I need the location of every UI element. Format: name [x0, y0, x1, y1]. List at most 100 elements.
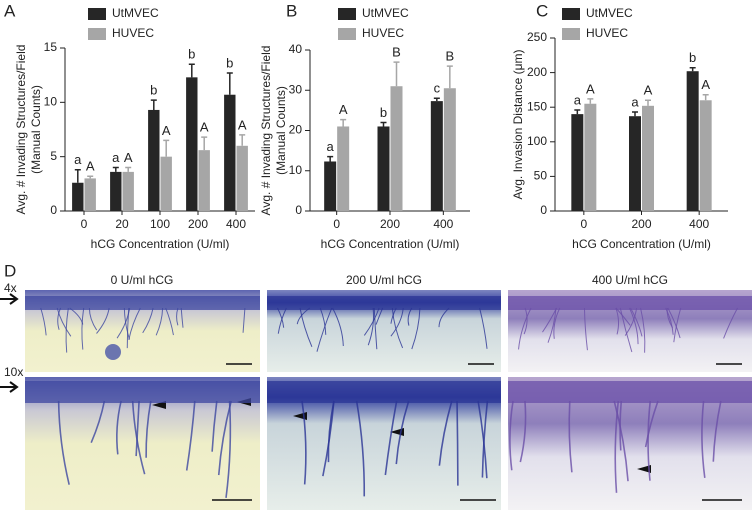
significance-letter: b — [188, 47, 195, 62]
y-tick-label: 150 — [527, 99, 547, 113]
sprout — [519, 400, 527, 463]
sprout — [615, 307, 620, 335]
sprout — [391, 307, 404, 349]
bar — [571, 114, 584, 211]
panel-label: B — [286, 1, 297, 20]
sprout — [90, 400, 106, 443]
sprout — [628, 307, 639, 345]
sprout — [355, 400, 366, 497]
sprout — [242, 307, 246, 333]
bar — [642, 105, 654, 211]
bar — [377, 126, 390, 211]
sprout — [667, 307, 681, 339]
bar — [686, 71, 699, 211]
sprout — [319, 307, 327, 335]
significance-letter: b — [226, 55, 233, 70]
legend-swatch — [338, 28, 356, 40]
y-tick-label: 10 — [44, 95, 58, 109]
y-axis-label: Avg. Invasion Distance (μm) — [511, 49, 525, 199]
sprout — [316, 307, 333, 352]
legend-swatch — [88, 28, 106, 40]
sprout — [128, 307, 141, 340]
x-tick-label: 20 — [115, 217, 129, 231]
sprout — [411, 307, 421, 350]
column-label: 200 U/ml hCG — [346, 273, 422, 287]
y-tick-label: 20 — [289, 123, 303, 137]
legend-swatch — [562, 28, 580, 40]
legend-swatch — [338, 8, 356, 20]
significance-letter: B — [392, 45, 401, 60]
sprout — [57, 400, 70, 485]
sprout — [384, 400, 398, 476]
y-tick-label: 5 — [50, 149, 57, 163]
y-axis-label: Avg. # Invading Structures/Field — [14, 45, 28, 215]
significance-letter: B — [445, 49, 454, 64]
panel-label: D — [4, 261, 16, 280]
sprout — [65, 307, 69, 353]
y-axis-label: (Manual Counts) — [274, 86, 288, 175]
sprout — [647, 400, 652, 481]
error-bar — [74, 168, 81, 183]
sprout — [40, 307, 47, 336]
sprout — [96, 307, 110, 334]
sprout — [523, 307, 528, 335]
panel-label: C — [536, 1, 548, 20]
legend-label: UtMVEC — [112, 6, 159, 20]
significance-letter: b — [150, 83, 157, 98]
error-bar — [125, 166, 132, 172]
sprout — [479, 307, 488, 349]
sprout — [553, 307, 561, 339]
sprout — [56, 307, 72, 337]
y-axis-label: (Manual Counts) — [29, 85, 43, 174]
sprout — [185, 400, 196, 471]
x-axis-label: hCG Concentration (U/ml) — [572, 237, 711, 251]
x-axis-label: hCG Concentration (U/ml) — [321, 237, 460, 251]
y-tick-label: 15 — [44, 40, 58, 54]
scale-bars — [212, 363, 742, 501]
x-tick-label: 200 — [380, 217, 400, 231]
significance-letter: A — [238, 117, 247, 132]
bar — [224, 94, 236, 211]
error-bar — [433, 97, 440, 102]
sprout — [296, 307, 311, 325]
error-bar — [201, 136, 208, 151]
error-bar — [587, 98, 594, 104]
sprout — [81, 307, 85, 350]
sprout — [619, 307, 633, 353]
error-bar — [327, 155, 334, 162]
blob — [105, 344, 121, 360]
significance-letter: a — [112, 150, 120, 165]
sprout — [131, 400, 146, 475]
bar — [186, 77, 198, 211]
column-label: 400 U/ml hCG — [592, 273, 668, 287]
sprout — [666, 307, 673, 328]
sprout — [165, 307, 174, 336]
bar — [110, 171, 122, 211]
significance-letter: c — [434, 81, 441, 96]
sprout — [509, 400, 514, 471]
legend-swatch — [562, 8, 580, 20]
sprout — [481, 400, 489, 478]
sprout — [701, 400, 706, 478]
sprout — [583, 307, 588, 351]
bar — [390, 86, 403, 211]
sprout — [547, 307, 557, 343]
error-bar — [632, 111, 638, 117]
y-tick-label: 250 — [527, 30, 547, 44]
sprout — [145, 400, 152, 458]
y-tick-label: 200 — [527, 65, 547, 79]
error-bar — [689, 67, 696, 72]
sprout — [518, 307, 532, 350]
sprout — [126, 307, 130, 349]
sprout — [395, 400, 410, 465]
monolayer — [25, 296, 260, 310]
monolayer — [508, 296, 752, 310]
significance-letter: A — [701, 77, 710, 92]
significance-letter: A — [644, 83, 653, 98]
monolayer — [25, 381, 260, 403]
error-bar — [702, 93, 709, 101]
sprout — [613, 400, 629, 482]
legend-label: UtMVEC — [586, 6, 633, 20]
x-tick-label: 0 — [580, 217, 587, 231]
